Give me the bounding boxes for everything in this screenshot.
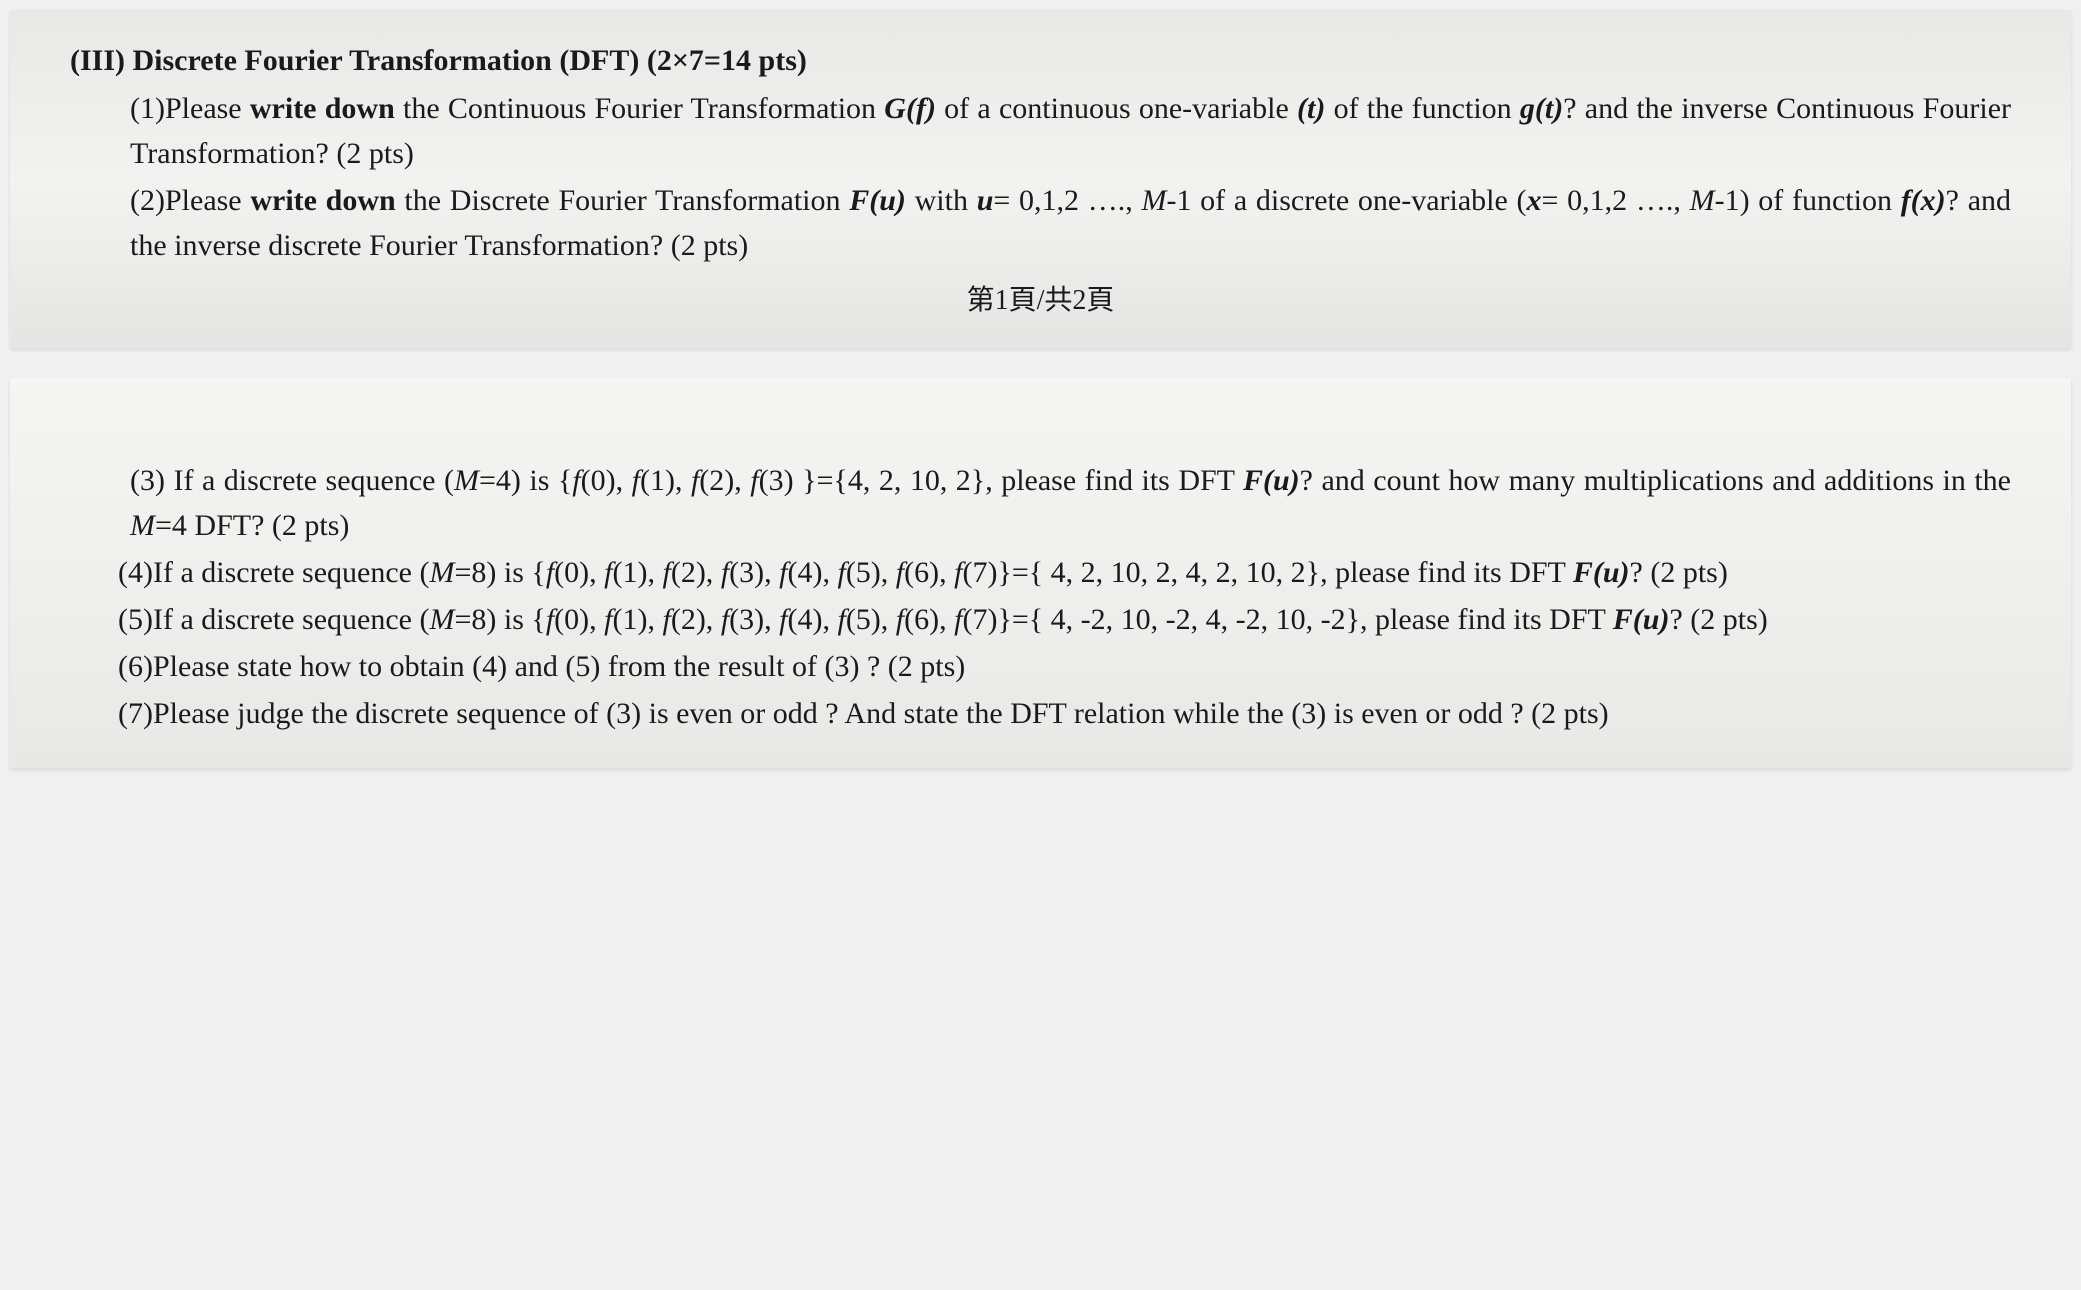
q4-text: (3),	[729, 556, 779, 589]
exam-page-section-1: (III) Discrete Fourier Transformation (D…	[10, 10, 2071, 348]
q4-formula: F(u)	[1573, 556, 1630, 589]
q4-var: f	[721, 556, 729, 589]
q4-text: ? (2 pts)	[1630, 556, 1728, 589]
q2-var: M	[1141, 184, 1166, 217]
section-title: (III) Discrete Fourier Transformation (D…	[70, 44, 807, 77]
q1-bold: write down	[250, 92, 395, 125]
q1-number: (1)	[130, 92, 165, 125]
q1-text: Please	[165, 92, 250, 125]
q1-text: the Continuous Fourier Transformation	[395, 92, 885, 125]
q5-var: f	[662, 603, 670, 636]
q5-var: f	[604, 603, 612, 636]
q2-number: (2)	[130, 184, 165, 217]
q1-var: (t)	[1297, 92, 1325, 125]
q6-number: (6)	[118, 650, 153, 683]
q2-text: Please	[165, 184, 250, 217]
q5-text: If a discrete sequence (	[153, 603, 430, 636]
q3-text: ? and count how many multiplications and…	[1300, 464, 2011, 497]
q2-text: -1) of function	[1715, 184, 1901, 217]
q5-number: (5)	[118, 603, 153, 636]
q3-text: If a discrete sequence (	[165, 464, 454, 497]
q5-text: (1),	[613, 603, 663, 636]
q5-text: (2),	[671, 603, 721, 636]
exam-page-section-2: (3) If a discrete sequence (M=4) is {f(0…	[10, 378, 2071, 768]
q4-var: f	[662, 556, 670, 589]
q3-var: f	[750, 464, 758, 497]
question-2: (2)Please write down the Discrete Fourie…	[130, 178, 2011, 268]
q5-var: f	[546, 603, 554, 636]
q2-var: M	[1690, 184, 1715, 217]
question-3: (3) If a discrete sequence (M=4) is {f(0…	[130, 458, 2011, 548]
q2-var: x	[1527, 184, 1542, 217]
q4-text: (7)}={ 4, 2, 10, 2, 4, 2, 10, 2}, please…	[962, 556, 1572, 589]
q2-text: -1 of a discrete one-variable (	[1166, 184, 1526, 217]
question-5: (5)If a discrete sequence (M=8) is {f(0)…	[118, 597, 2011, 642]
q5-text: ? (2 pts)	[1669, 603, 1767, 636]
q4-text: (1),	[613, 556, 663, 589]
q5-var: f	[837, 603, 845, 636]
q5-text: (5),	[846, 603, 896, 636]
q1-formula: G(f)	[884, 92, 936, 125]
q4-number: (4)	[118, 556, 153, 589]
q3-text: (1),	[640, 464, 691, 497]
q5-var: f	[721, 603, 729, 636]
q1-text: of a continuous one-variable	[936, 92, 1297, 125]
q3-var: f	[572, 464, 580, 497]
q4-text: =8) is {	[455, 556, 546, 589]
page-number-marker: 第1頁/共2頁	[70, 278, 2011, 318]
q4-text: (4),	[787, 556, 837, 589]
q4-text: (0),	[554, 556, 604, 589]
q5-text: (3),	[729, 603, 779, 636]
q5-var: f	[896, 603, 904, 636]
q4-var: f	[837, 556, 845, 589]
q2-formula: f(x)	[1901, 184, 1946, 217]
q4-text: (2),	[671, 556, 721, 589]
q4-var: f	[604, 556, 612, 589]
q1-text: of the function	[1325, 92, 1520, 125]
q5-text: (6),	[904, 603, 954, 636]
q1-formula: g(t)	[1520, 92, 1563, 125]
q3-formula: F(u)	[1243, 464, 1300, 497]
q3-var: f	[632, 464, 640, 497]
q4-text: (5),	[846, 556, 896, 589]
q4-text: If a discrete sequence (	[153, 556, 430, 589]
q5-formula: F(u)	[1613, 603, 1670, 636]
q7-text: Please judge the discrete sequence of (3…	[153, 697, 1609, 730]
q4-var: f	[546, 556, 554, 589]
section-header: (III) Discrete Fourier Transformation (D…	[70, 40, 2011, 82]
q2-var: u	[977, 184, 994, 217]
q3-text: =4 DFT? (2 pts)	[155, 509, 349, 542]
q3-text: (3) }={4, 2, 10, 2}, please find its DFT	[759, 464, 1243, 497]
q3-var: M	[130, 509, 155, 542]
q2-text: the Discrete Fourier Transformation	[396, 184, 850, 217]
q2-text: = 0,1,2 ….,	[1542, 184, 1690, 217]
q4-var: f	[896, 556, 904, 589]
q3-var: M	[454, 464, 479, 497]
q5-text: (4),	[787, 603, 837, 636]
q3-text: (0),	[581, 464, 632, 497]
question-7: (7)Please judge the discrete sequence of…	[118, 691, 2011, 736]
q5-var: M	[430, 603, 455, 636]
question-6: (6)Please state how to obtain (4) and (5…	[118, 644, 2011, 689]
q4-var: M	[430, 556, 455, 589]
q4-text: (6),	[904, 556, 954, 589]
question-4: (4)If a discrete sequence (M=8) is {f(0)…	[118, 550, 2011, 595]
q2-text: with	[906, 184, 977, 217]
q7-number: (7)	[118, 697, 153, 730]
q5-text: =8) is {	[455, 603, 546, 636]
q2-formula: F(u)	[849, 184, 906, 217]
q2-bold: write down	[250, 184, 395, 217]
q3-number: (3)	[130, 464, 165, 497]
question-1: (1)Please write down the Continuous Four…	[130, 86, 2011, 176]
q5-text: (0),	[554, 603, 604, 636]
q6-text: Please state how to obtain (4) and (5) f…	[153, 650, 965, 683]
q3-text: =4) is {	[479, 464, 572, 497]
q2-text: = 0,1,2 ….,	[993, 184, 1141, 217]
q5-text: (7)}={ 4, -2, 10, -2, 4, -2, 10, -2}, pl…	[962, 603, 1612, 636]
q3-text: (2),	[699, 464, 750, 497]
